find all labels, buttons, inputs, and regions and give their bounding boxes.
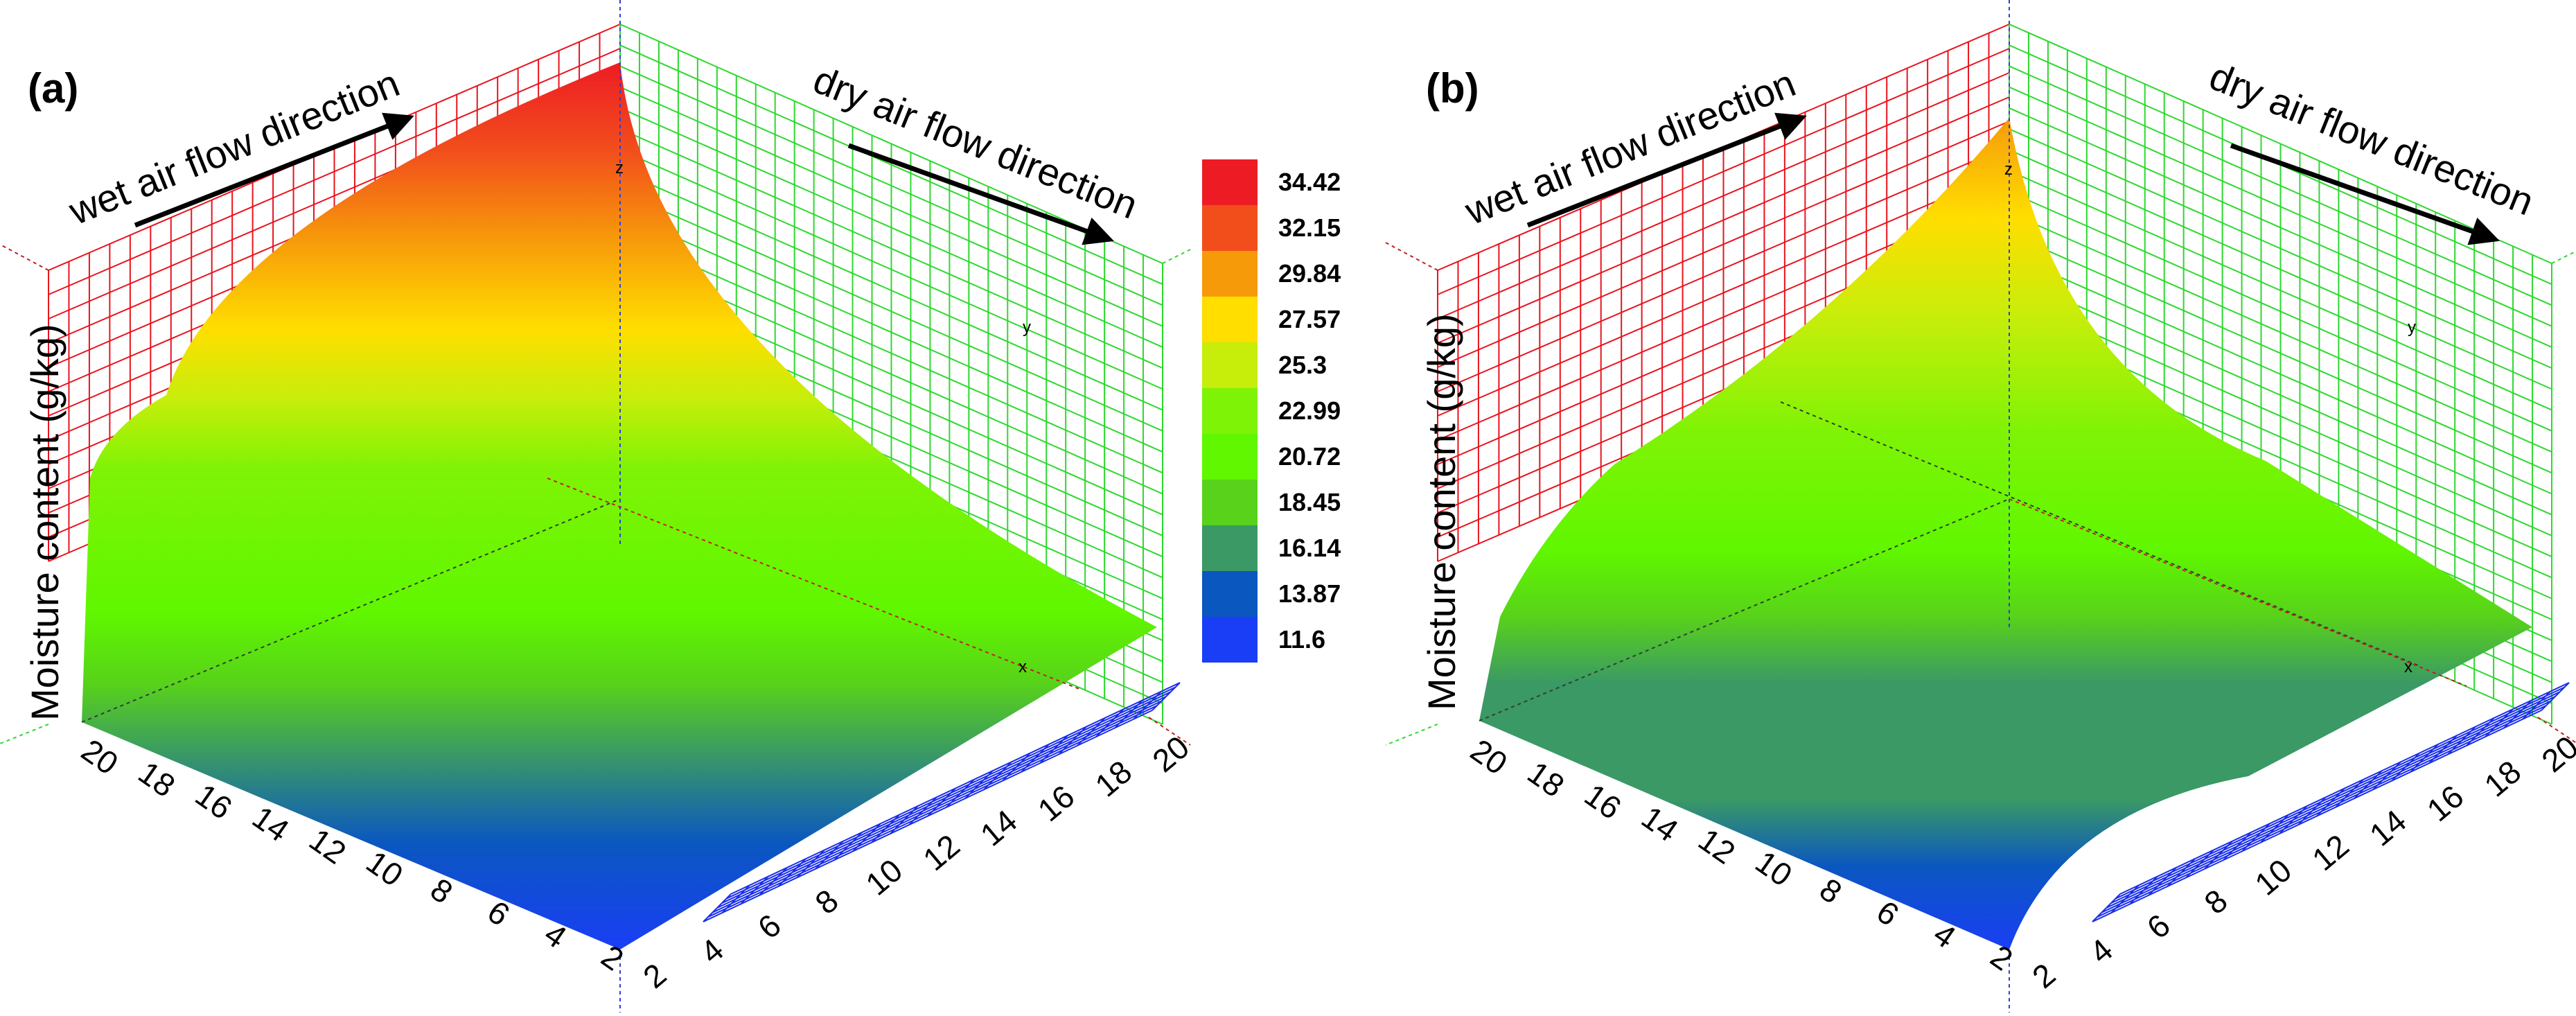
legend-level-label: 11.6: [1278, 625, 1325, 654]
panel-b-label: (b): [1426, 65, 1479, 112]
y-tick-label: 4: [538, 916, 574, 955]
panel-b-wet-air-arrow: [1526, 112, 1807, 228]
y-tick-label: 8: [1813, 871, 1849, 911]
legend-level-label: 27.57: [1278, 305, 1341, 333]
x-tick-label: 6: [2140, 906, 2177, 945]
panel-a-center-axes: [81, 0, 1082, 1013]
y-tick-label: 14: [1635, 799, 1685, 849]
panel-b-dry-air-label: dry air flow direction: [2204, 54, 2540, 224]
panel-b-wet-air-label: wet air flow direction: [1458, 61, 1801, 234]
y-tick-label: 16: [1578, 776, 1628, 826]
legend-level-label: 34.42: [1278, 168, 1341, 196]
panel-b-axis-z-letter: z: [2004, 160, 2013, 179]
y-tick-label: 2: [595, 938, 630, 977]
left-wall-edge: [0, 243, 49, 271]
x-tick-label: 8: [2198, 882, 2234, 921]
x-tick-label: 2: [2025, 956, 2062, 995]
legend-swatch: [1202, 159, 1258, 205]
legend-level-label: 32.15: [1278, 213, 1341, 242]
panel-b-axis-y-letter: y: [2408, 318, 2416, 337]
y-tick-label: 20: [1464, 732, 1514, 782]
color-legend: 34.42 32.15 29.84 27.57 25.3 22.99 20.72 18.45 1…: [1202, 159, 1341, 663]
x-tick-label: 6: [751, 906, 788, 945]
legend-level-label: 25.3: [1278, 351, 1327, 379]
legend-level-label: 22.99: [1278, 396, 1341, 425]
panel-b-center-axes: [1479, 0, 2467, 1013]
legend-swatch: [1202, 571, 1258, 617]
legend-swatch: [1202, 205, 1258, 251]
y-tick-label: 18: [132, 754, 182, 804]
panel-b-zlabel: Moisture content (g/kg): [1420, 313, 1463, 710]
x-tick-label: 12: [2305, 827, 2356, 878]
panel-a-axis-z-letter: z: [615, 159, 624, 177]
legend-swatch: [1202, 297, 1258, 342]
x-tick-label: 18: [2478, 753, 2528, 804]
left-floor-edge: [0, 724, 49, 745]
y-tick-label: 6: [1870, 893, 1905, 933]
legend-level-label: 18.45: [1278, 488, 1341, 516]
panel-a-axis-y-letter: y: [1023, 318, 1031, 337]
x-tick-label: 18: [1088, 753, 1139, 804]
y-tick-label: 8: [424, 871, 459, 911]
y-tick-label: 20: [75, 732, 125, 782]
panel-b-surface: [1479, 118, 2532, 949]
panel-a-axis-x-letter: x: [1018, 658, 1027, 676]
x-tick-label: 16: [2420, 778, 2471, 828]
legend-swatch: [1202, 251, 1258, 297]
right-wall-edge: [1162, 249, 1191, 264]
x-tick-label: 8: [809, 882, 845, 921]
legend-swatch: [1202, 388, 1258, 434]
panel-b-axis-x-letter: x: [2404, 658, 2412, 676]
legend-level-label: 16.14: [1278, 534, 1341, 562]
legend-swatch: [1202, 525, 1258, 571]
legend-swatch: [1202, 617, 1258, 663]
right-floor-edge: [1148, 717, 1191, 746]
right-floor-edge: [2537, 717, 2576, 744]
x-tick-label: 4: [2083, 931, 2119, 970]
right-wall-edge: [2551, 250, 2576, 264]
x-tick-label: 20: [1145, 728, 1196, 779]
floor-grid: [703, 682, 1181, 922]
x-tick-label: 2: [636, 956, 673, 995]
x-tick-label: 12: [916, 827, 967, 878]
legend-swatch: [1202, 480, 1258, 525]
panel-a-zlabel: Moisture content (g/kg): [23, 324, 67, 721]
y-tick-label: 4: [1927, 916, 1963, 955]
legend-level-label: 13.87: [1278, 579, 1341, 608]
legend-level-label: 20.72: [1278, 442, 1341, 471]
y-tick-label: 18: [1521, 754, 1571, 804]
legend-level-label: 29.84: [1278, 259, 1341, 288]
x-tick-label: 16: [1031, 778, 1082, 828]
legend-swatch: [1202, 342, 1258, 388]
panel-a-wet-air-arrow: [134, 112, 414, 228]
x-tick-label: 4: [694, 931, 730, 970]
legend-swatch: [1202, 434, 1258, 480]
floor-grid: [2092, 682, 2570, 922]
panel-a-dry-air-arrow: [847, 143, 1114, 245]
y-tick-label: 2: [1984, 938, 2020, 977]
panel-a-label: (a): [28, 65, 78, 112]
panel-b-dry-air-arrow: [2230, 143, 2500, 245]
x-tick-label: 14: [2363, 803, 2413, 853]
x-tick-label: 10: [2248, 852, 2299, 902]
left-floor-edge: [1385, 724, 1438, 746]
x-tick-label: 14: [973, 803, 1024, 853]
y-tick-label: 6: [481, 893, 516, 933]
left-wall-edge: [1385, 242, 1438, 271]
x-tick-label: 20: [2534, 728, 2576, 779]
x-tick-label: 10: [859, 852, 910, 902]
